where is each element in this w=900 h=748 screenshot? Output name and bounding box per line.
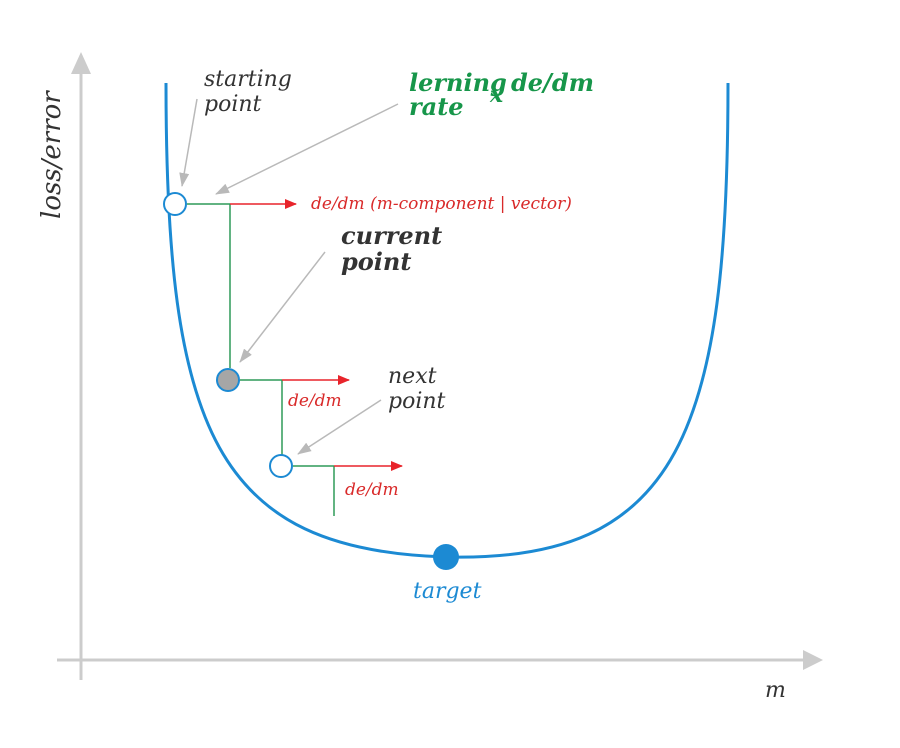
- callout-arrow-starting-point: [179, 98, 198, 187]
- current-point-label: current point: [341, 221, 451, 276]
- callout-arrows: [179, 98, 399, 455]
- x-axis-arrowhead: [803, 650, 823, 670]
- starting-point-marker: [163, 192, 187, 216]
- current-point-label-line1: current: [341, 221, 442, 250]
- next-point-label-line2: point: [388, 389, 446, 414]
- current-point-label-line2: point: [341, 247, 411, 276]
- next-point-marker: [269, 454, 293, 478]
- callout-arrow-next-point: [297, 399, 382, 455]
- gradient-label-3: de/dm: [345, 480, 399, 500]
- y-axis-arrowhead: [71, 52, 91, 74]
- step-lines: [187, 203, 335, 516]
- y-axis-label: loss/error: [37, 90, 67, 219]
- next-point-label-line1: next: [388, 364, 437, 389]
- x-axis-label: m: [765, 678, 786, 703]
- learning-rate-label: lerning x de/dm rate: [409, 68, 594, 121]
- learning-rate-subscript: x: [489, 82, 504, 108]
- loss-curve: [164, 82, 730, 559]
- gradient-arrows: [230, 199, 403, 471]
- learning-rate-line2: rate: [409, 92, 464, 121]
- starting-point-label-line1: starting: [204, 67, 292, 92]
- learning-rate-word: lerning: [409, 68, 507, 97]
- target-marker: [433, 544, 459, 570]
- next-point-label: next point: [388, 364, 446, 414]
- learning-rate-formula: de/dm: [511, 68, 594, 97]
- starting-point-label: starting point: [204, 67, 299, 117]
- callout-arrow-learning-rate: [215, 103, 399, 195]
- starting-point-label-line2: point: [204, 92, 262, 117]
- gradient-label-2: de/dm: [288, 391, 342, 411]
- axes: [57, 52, 823, 680]
- callout-arrow-current-point: [239, 251, 326, 363]
- gradient-vector-label: de/dm (m-component | vector): [311, 194, 572, 214]
- current-point-marker: [216, 368, 240, 392]
- target-label: target: [413, 579, 482, 604]
- svg-text:lerning: lerning: [409, 68, 507, 97]
